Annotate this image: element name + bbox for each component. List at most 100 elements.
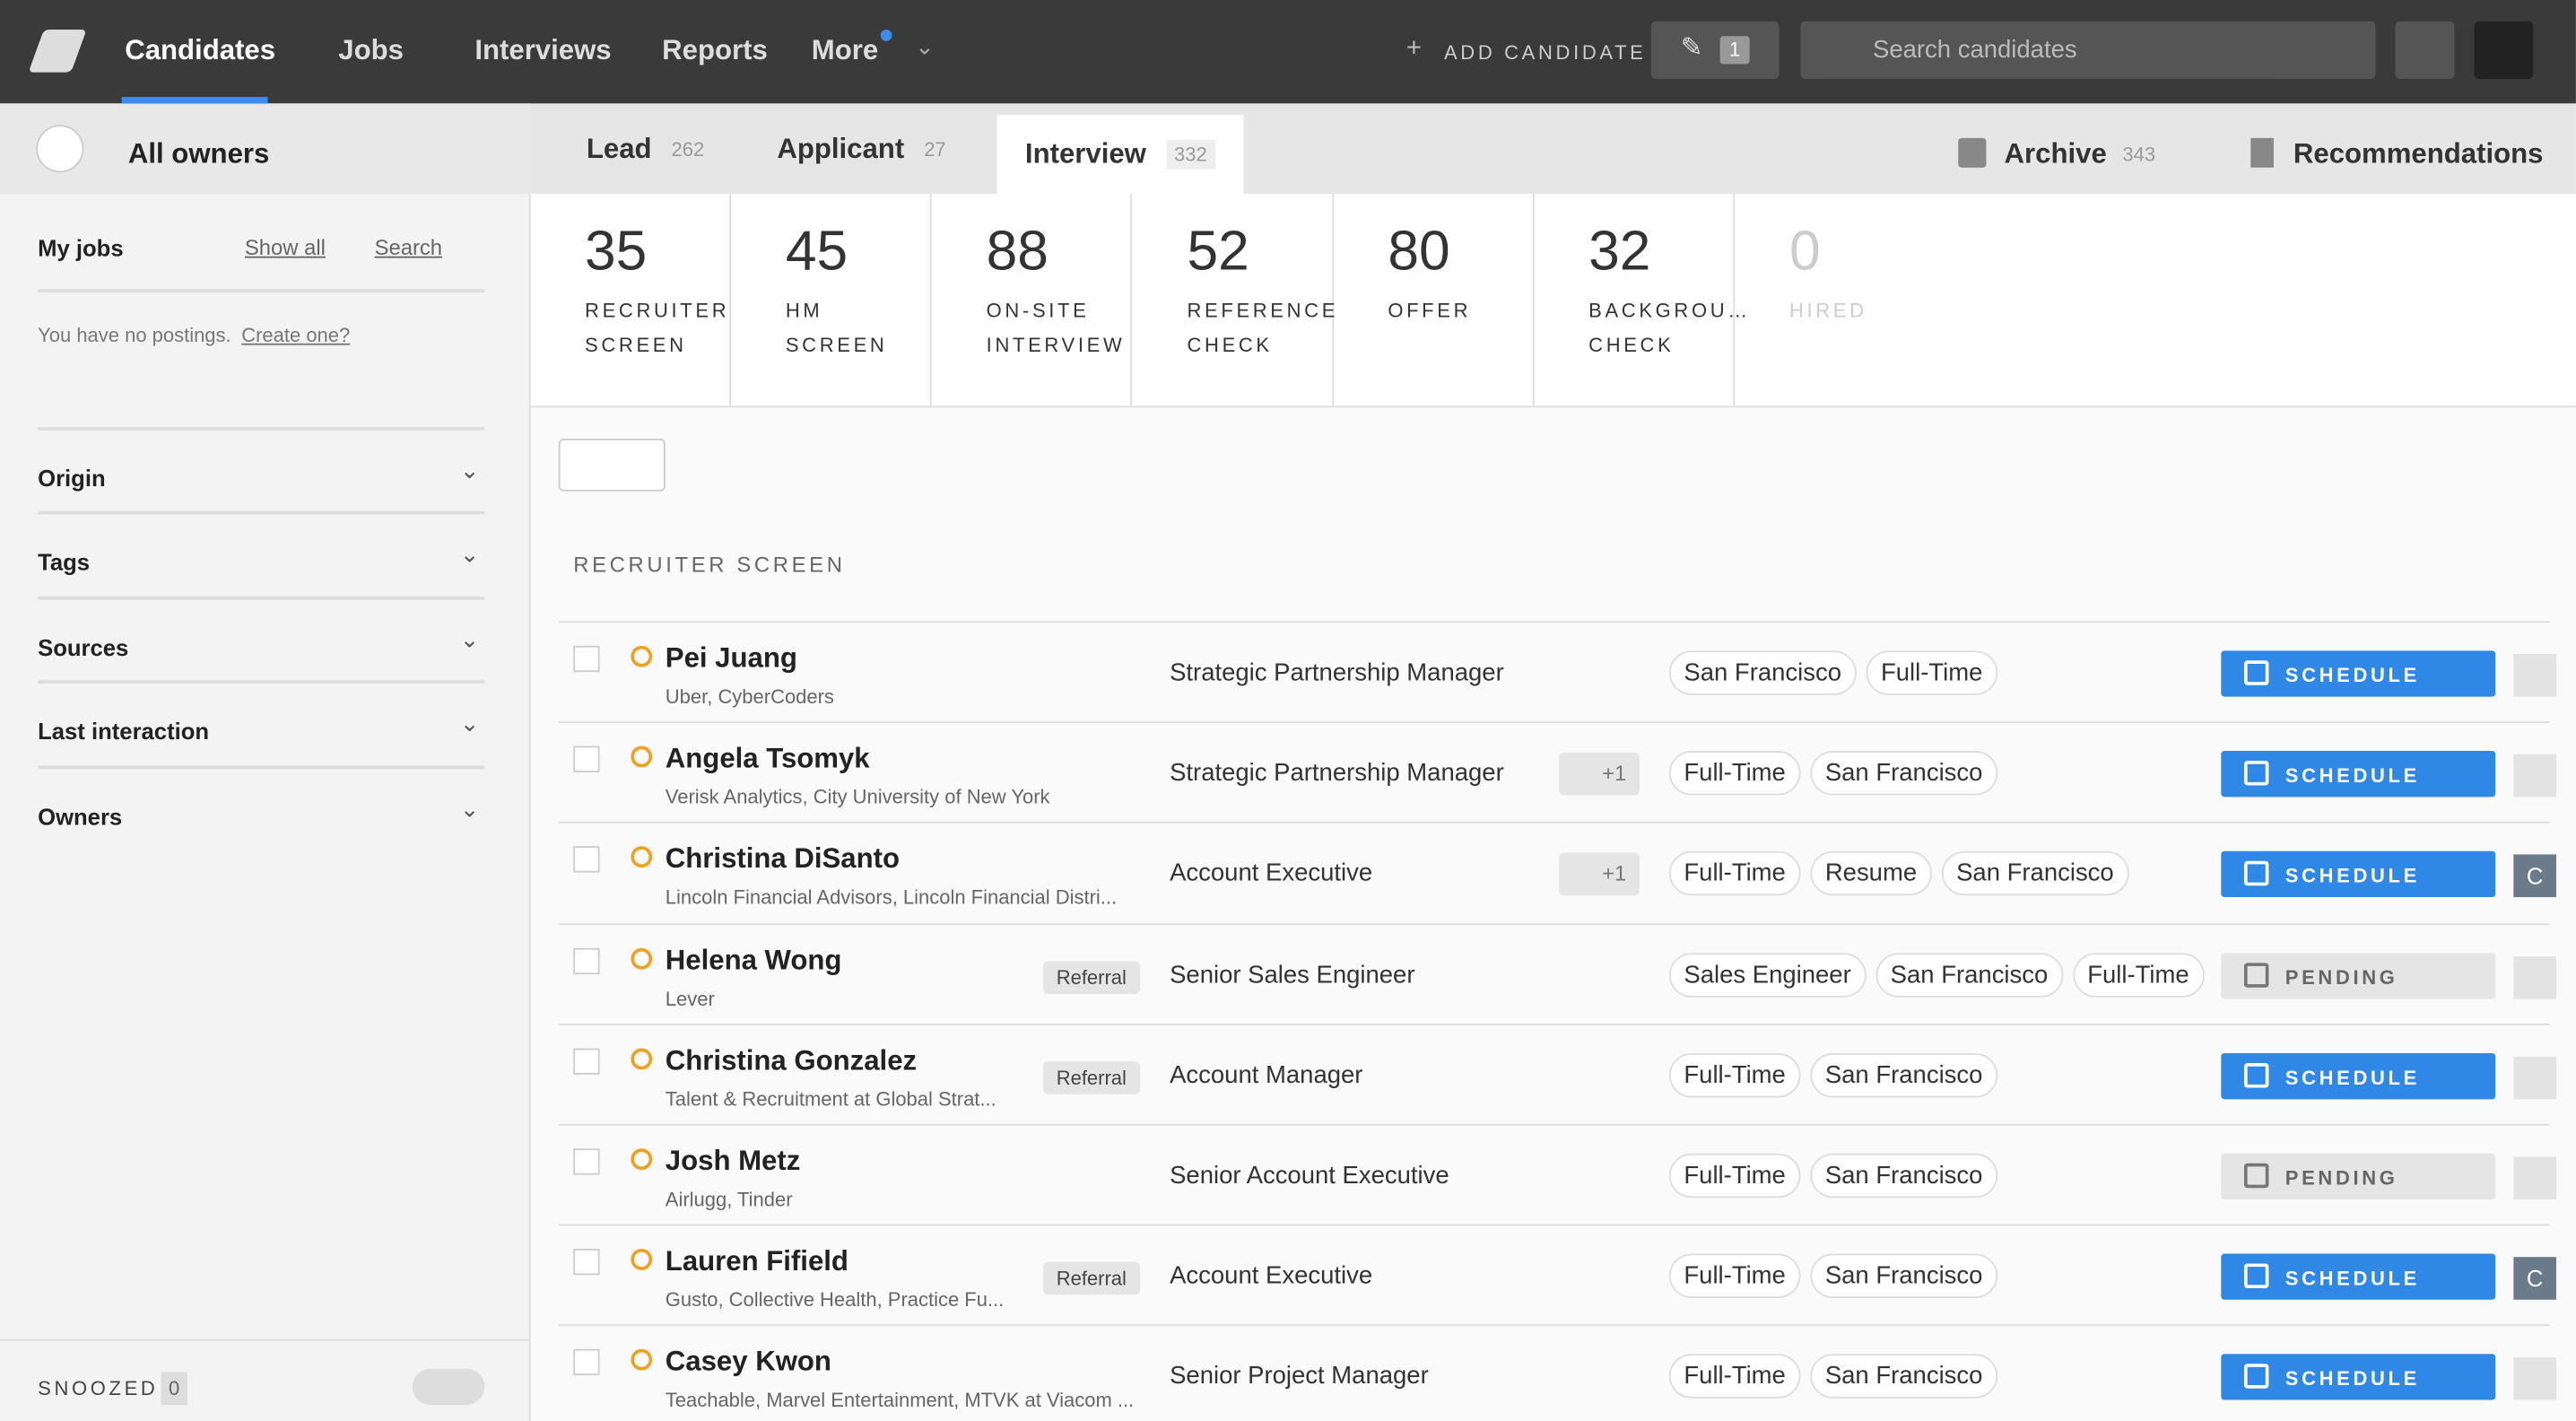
candidate-name[interactable]: Angela Tsomyk [665,743,870,775]
tag[interactable]: Full-Time [1668,1253,1801,1299]
profile[interactable] [2474,21,2534,79]
tag[interactable]: San Francisco [1810,1052,1997,1098]
checkbox[interactable] [573,846,600,874]
search-box[interactable]: Search candidates [1800,21,2376,79]
nav-item[interactable]: Jobs [338,34,405,66]
action-button[interactable]: SCHEDULE [2221,751,2496,798]
owner-avatar[interactable] [2513,955,2556,998]
checkbox[interactable] [573,1349,600,1376]
stage-label: REFERENCE CHECK [1187,299,1339,357]
tag[interactable]: Resume [1810,851,1932,896]
create-link[interactable]: Create one? [241,323,351,347]
action-button[interactable]: SCHEDULE [2221,1354,2496,1401]
tag[interactable]: San Francisco [1941,851,2129,896]
nav-item[interactable]: Interviews [474,34,612,66]
checkbox[interactable] [573,645,600,673]
stage[interactable]: 45 HM SCREEN [731,194,932,408]
action-button[interactable]: SCHEDULE [2221,650,2496,697]
filter[interactable]: Owners [38,802,123,830]
search-link[interactable]: Search [374,234,443,260]
candidate-name[interactable]: Christina Gonzalez [665,1044,918,1077]
tag[interactable]: Full-Time [1668,1052,1801,1098]
clock-icon [631,1349,653,1372]
tag[interactable]: San Francisco [1810,1153,1997,1199]
filter[interactable]: Sources [38,633,129,660]
nav-item[interactable]: Reports [662,34,768,66]
recommendations[interactable]: Recommendations [2293,137,2544,170]
owners-select[interactable]: All owners [127,137,270,170]
candidate-name[interactable]: Casey Kwon [665,1346,831,1378]
tab[interactable]: Interview 332 [996,115,1244,195]
tag[interactable]: Full-Time [1668,1354,1801,1399]
candidate-row[interactable]: Helena Wong Lever Referral Senior Sales Eng… [558,922,2556,1024]
candidate-row[interactable]: Pei Juang Uber, CyberCoders Strategic Part… [558,621,2556,722]
bell[interactable] [2395,21,2455,79]
tags: San Francisco Full-Time [1668,650,1997,695]
stage[interactable]: 52 REFERENCE CHECK [1133,194,1339,408]
owner-avatar[interactable]: C [2513,1257,2556,1301]
tag[interactable]: Full-Time [1668,851,1801,896]
stage-bar [530,194,2576,408]
companies: Airlugg, Tinder [665,1188,793,1211]
checkbox[interactable] [573,1148,600,1175]
candidate-row[interactable]: Lauren Fifield Gusto, Collective Health, … [558,1224,2556,1325]
tab[interactable]: Applicant 27 [749,103,974,194]
tag[interactable]: Full-Time [2072,952,2205,998]
tag[interactable]: San Francisco [1875,952,2063,998]
candidate-name[interactable]: Helena Wong [665,944,842,976]
filter[interactable]: Tags [38,549,91,576]
nav-item[interactable]: More [811,34,879,66]
candidate-name[interactable]: Josh Metz [665,1145,801,1177]
tag[interactable]: San Francisco [1810,1253,1997,1299]
checkbox[interactable] [573,947,600,974]
edit-button[interactable]: 1 ✎ [1650,21,1780,79]
owner-avatar[interactable] [2513,1357,2556,1401]
tag[interactable]: Full-Time [1668,751,1801,796]
show-all[interactable]: Show all [244,234,326,260]
owner-avatar[interactable] [2513,754,2556,798]
tab[interactable]: Lead 262 [559,103,733,194]
filter[interactable]: Origin [38,465,106,492]
archive[interactable]: Archive [2004,137,2107,170]
candidate-row[interactable]: Angela Tsomyk Verisk Analytics, City Univ… [558,721,2556,823]
action-button[interactable]: PENDING [2221,952,2496,998]
filter[interactable]: Last interaction [38,718,210,745]
candidate-row[interactable]: Christina DiSanto Lincoln Financial Advis… [558,822,2556,923]
tag[interactable]: San Francisco [1810,751,1997,796]
nav-item[interactable]: Candidates [125,34,276,66]
companies: Talent & Recruitment at Global Strat... [665,1087,996,1111]
toggle[interactable] [412,1368,485,1406]
owner-avatar[interactable] [2513,1056,2556,1099]
action-button[interactable]: SCHEDULE [2221,1052,2496,1099]
select-all[interactable] [558,439,666,492]
extra-jobs: +1 [1559,853,1640,896]
owner-avatar[interactable]: C [2513,855,2556,898]
stage[interactable]: 0 HIRED [1736,194,1936,407]
tag[interactable]: Full-Time [1668,1153,1801,1199]
candidate-row[interactable]: Casey Kwon Teachable, Marvel Entertainmen… [558,1324,2556,1421]
tag[interactable]: San Francisco [1668,650,1857,695]
checkbox[interactable] [573,745,600,773]
stage[interactable]: 32 BACKGROU… CHECK [1535,194,1747,408]
owner-avatar[interactable] [2513,1156,2556,1200]
checkbox[interactable] [573,1249,600,1276]
owner-avatar [36,125,84,173]
stage[interactable]: 88 ON-SITE INTERVIEW [932,194,1133,408]
stage[interactable]: 35 RECRUITER SCREEN [531,194,732,408]
action-button[interactable]: SCHEDULE [2221,851,2496,898]
action-button[interactable]: SCHEDULE [2221,1253,2496,1301]
clock-icon [631,1048,653,1069]
candidate-row[interactable]: Josh Metz Airlugg, Tinder Senior Account E… [558,1123,2556,1225]
add-candidate[interactable]: ADD CANDIDATE [1443,40,1647,65]
tag[interactable]: San Francisco [1810,1354,1997,1399]
tag[interactable]: Full-Time [1866,650,1997,695]
checkbox[interactable] [573,1048,600,1075]
candidate-name[interactable]: Christina DiSanto [665,843,901,876]
candidate-name[interactable]: Pei Juang [665,642,797,674]
stage[interactable]: 80 OFFER [1334,194,1535,408]
action-button[interactable]: PENDING [2221,1153,2496,1200]
owner-avatar[interactable] [2513,653,2556,697]
candidate-name[interactable]: Lauren Fifield [665,1245,849,1277]
tag[interactable]: Sales Engineer [1668,952,1867,998]
candidate-row[interactable]: Christina Gonzalez Talent & Recruitment a… [558,1023,2556,1124]
